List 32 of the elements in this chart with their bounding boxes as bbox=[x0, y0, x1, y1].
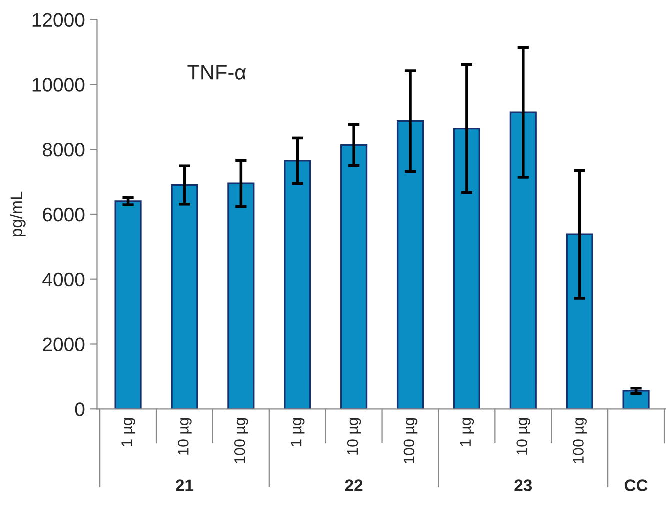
text: 21 bbox=[176, 480, 194, 492]
bar bbox=[114, 200, 142, 410]
y-axis-title: pg/mL bbox=[10, 192, 26, 237]
bar bbox=[340, 144, 368, 410]
y-tick-label: 0 bbox=[75, 402, 85, 416]
x-tick-label: 100 µg bbox=[404, 418, 418, 464]
x-tick-label: 10 µg bbox=[178, 418, 192, 455]
bar bbox=[453, 128, 480, 410]
y-tick-label: 6000 bbox=[43, 208, 85, 222]
x-tick-label: 100 µg bbox=[573, 418, 587, 464]
y-tick-label: 10000 bbox=[32, 78, 85, 92]
x-tick-label: 10 µg bbox=[347, 418, 362, 455]
y-tick-label: 12000 bbox=[32, 13, 85, 28]
text: CC bbox=[624, 480, 648, 492]
x-tick-label: 1 µg bbox=[122, 418, 136, 446]
text: 23 bbox=[514, 480, 532, 492]
y-tick-label: 8000 bbox=[43, 143, 85, 157]
bar bbox=[622, 390, 650, 410]
x-tick-label: 1 µg bbox=[460, 418, 474, 446]
y-tick-label: 2000 bbox=[43, 338, 85, 352]
x-tick-label: 10 µg bbox=[516, 418, 531, 455]
bar bbox=[510, 112, 537, 410]
bar bbox=[284, 160, 312, 410]
x-tick-label: 100 µg bbox=[234, 418, 248, 464]
text: TNF-α bbox=[188, 65, 246, 80]
bar bbox=[228, 182, 255, 410]
bar bbox=[171, 184, 198, 410]
x-tick-label: 1 µg bbox=[291, 418, 305, 446]
y-tick-label: 4000 bbox=[42, 272, 85, 287]
bar bbox=[566, 234, 594, 410]
bar bbox=[396, 120, 424, 410]
text: 22 bbox=[345, 480, 363, 492]
